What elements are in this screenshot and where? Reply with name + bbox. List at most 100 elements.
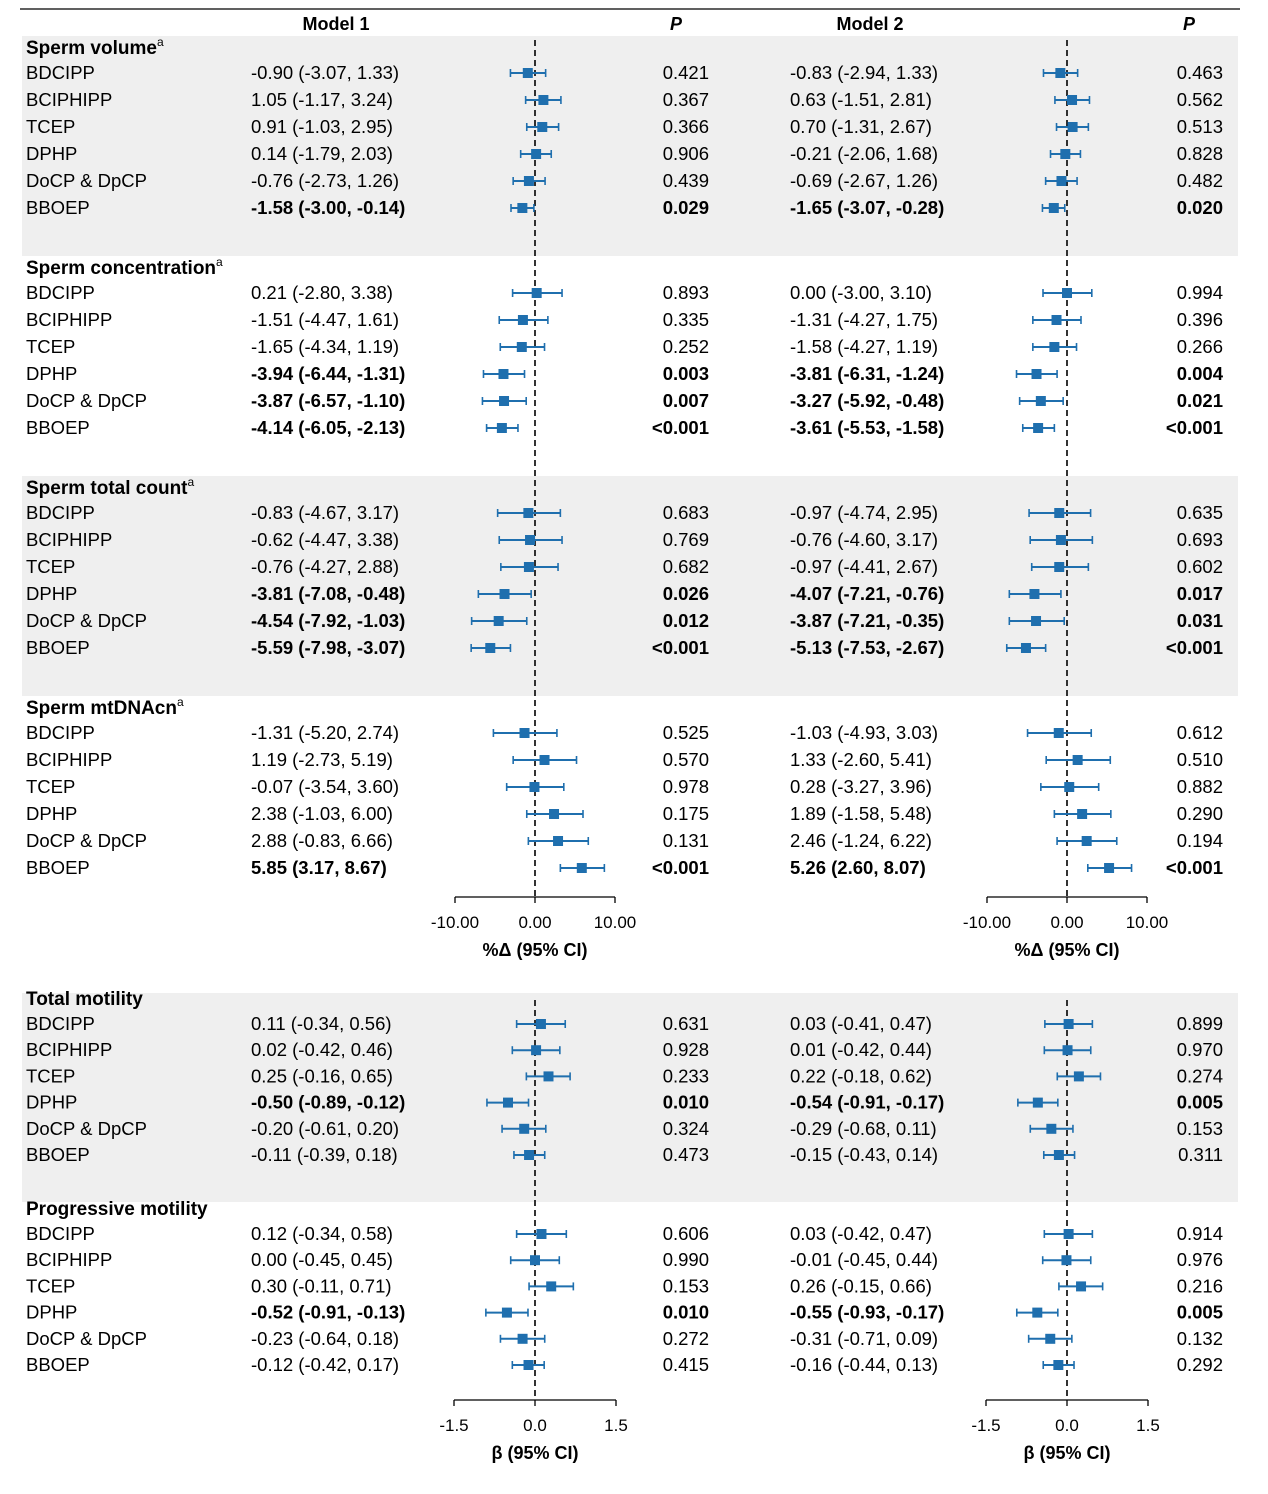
model1-estimate-text: 0.00 (-0.45, 0.45) (251, 1249, 393, 1270)
model1-p-value: 0.010 (663, 1302, 709, 1323)
model2-p-value: 0.132 (1177, 1328, 1223, 1349)
model1-p-value: 0.631 (663, 1013, 709, 1034)
model1-estimate-text: 0.25 (-0.16, 0.65) (251, 1065, 393, 1086)
model2-estimate-text: 0.63 (-1.51, 2.81) (790, 89, 932, 110)
m2-point-estimate (1073, 1071, 1084, 1082)
model2-p-value: 0.635 (1177, 502, 1223, 523)
model2-estimate-text: -0.01 (-0.45, 0.44) (790, 1249, 938, 1270)
model2-estimate-text: -0.83 (-2.94, 1.33) (790, 62, 938, 83)
model1-p-value: 0.928 (663, 1039, 709, 1060)
m2-point-estimate (1049, 342, 1060, 352)
group-band (22, 36, 1238, 256)
m2-point-estimate (1077, 809, 1088, 819)
m2-point-estimate (1063, 1229, 1074, 1239)
model1-estimate-text: -0.76 (-4.27, 2.88) (251, 556, 399, 577)
forest-content: Sperm volumea BDCIPP -0.90 (-3.07, 1.33) 0.… (26, 35, 1224, 1463)
model2-estimate-text: 0.22 (-0.18, 0.62) (790, 1065, 932, 1086)
model1-estimate-text: -0.07 (-3.54, 3.60) (251, 776, 399, 797)
m2-point-estimate (1104, 863, 1115, 873)
model2-estimate-text: -5.13 (-7.53, -2.67) (790, 637, 944, 658)
model1-p-value: 0.324 (663, 1118, 709, 1139)
m1-point-estimate (531, 149, 542, 159)
m1-point-estimate (531, 1045, 542, 1056)
model1-p-value: 0.769 (663, 529, 709, 550)
model2-p-value: 0.311 (1178, 1144, 1223, 1165)
model2-estimate-text: 0.03 (-0.41, 0.47) (790, 1013, 932, 1034)
model2-estimate-text: 0.70 (-1.31, 2.67) (790, 116, 932, 137)
model2-estimate-text: 1.89 (-1.58, 5.48) (790, 803, 932, 824)
exposure-label: BBOEP (26, 197, 90, 218)
model1-p-value: 0.026 (663, 583, 709, 604)
model2-estimate-text: -1.31 (-4.27, 1.75) (790, 309, 938, 330)
m1-point-estimate (516, 342, 527, 352)
exposure-label: BCIPHIPP (26, 1039, 112, 1060)
model1-estimate-text: -3.87 (-6.57, -1.10) (251, 390, 405, 411)
model1-p-value: <0.001 (652, 637, 709, 658)
m2-point-estimate (1045, 1333, 1056, 1344)
model2-p-value: 0.020 (1177, 197, 1223, 218)
model1-p-value: 0.007 (663, 390, 709, 411)
m1-x-tick-label: 10.00 (594, 913, 637, 932)
m2-point-estimate (1067, 122, 1078, 132)
m2-point-estimate (1055, 68, 1066, 78)
model1-estimate-text: -0.11 (-0.39, 0.18) (251, 1144, 398, 1165)
exposure-label: DoCP & DpCP (26, 830, 147, 851)
model2-p-value: 0.004 (1177, 363, 1224, 384)
m1-point-estimate (538, 95, 549, 105)
header-p2: P (1183, 14, 1196, 34)
model1-p-value: <0.001 (652, 417, 709, 438)
m1-point-estimate (517, 203, 528, 213)
m2-x-tick-label: 0.0 (1055, 1416, 1079, 1435)
model2-p-value: 0.828 (1177, 143, 1223, 164)
model1-p-value: <0.001 (652, 857, 709, 878)
model1-p-value: 0.367 (663, 89, 709, 110)
m2-point-estimate (1064, 782, 1075, 792)
m1-point-estimate (503, 1097, 513, 1108)
model2-p-value: <0.001 (1166, 417, 1223, 438)
m2-point-estimate (1032, 1307, 1043, 1318)
m1-x-tick-label: 0.0 (523, 1416, 547, 1435)
model1-p-value: 0.366 (663, 116, 709, 137)
m1-point-estimate (519, 1123, 530, 1134)
model1-estimate-text: -1.51 (-4.47, 1.61) (251, 309, 399, 330)
model2-estimate-text: -0.29 (-0.68, 0.11) (790, 1118, 937, 1139)
model1-estimate-text: -1.31 (-5.20, 2.74) (251, 722, 399, 743)
m2-point-estimate (1072, 755, 1083, 765)
group-title-superscript: a (216, 255, 223, 269)
model1-estimate-text: 0.91 (-1.03, 2.95) (251, 116, 393, 137)
m2-point-estimate (1056, 176, 1067, 186)
m1-point-estimate (523, 562, 534, 572)
m1-point-estimate (576, 863, 587, 873)
exposure-label: BDCIPP (26, 282, 95, 303)
exposure-label: BDCIPP (26, 1223, 95, 1244)
m1-x-axis-label: β (95% CI) (491, 1443, 578, 1463)
model1-estimate-text: -3.81 (-7.08, -0.48) (251, 583, 405, 604)
m1-point-estimate (553, 836, 564, 846)
model2-estimate-text: -0.55 (-0.93, -0.17) (790, 1302, 944, 1323)
model2-p-value: 0.274 (1177, 1065, 1223, 1086)
m1-point-estimate (517, 315, 528, 325)
m2-x-axis-label: %Δ (95% CI) (1015, 940, 1120, 960)
m1-point-estimate (535, 1019, 546, 1029)
model2-estimate-text: -0.69 (-2.67, 1.26) (790, 170, 938, 191)
m1-point-estimate (525, 535, 536, 545)
exposure-label: BBOEP (26, 857, 90, 878)
m2-x-axis-label: β (95% CI) (1023, 1443, 1110, 1463)
model1-estimate-text: 2.88 (-0.83, 6.66) (251, 830, 393, 851)
model1-p-value: 0.233 (663, 1065, 709, 1086)
group-title-superscript: a (157, 35, 164, 49)
model1-estimate-text: 0.30 (-0.11, 0.71) (251, 1275, 392, 1296)
header-model1: Model 1 (302, 14, 369, 34)
model1-estimate-text: 2.38 (-1.03, 6.00) (251, 803, 393, 824)
model1-p-value: 0.272 (663, 1328, 709, 1349)
m1-point-estimate (485, 643, 496, 653)
exposure-label: BDCIPP (26, 62, 95, 83)
exposure-label: DPHP (26, 363, 77, 384)
m1-point-estimate (519, 728, 530, 738)
model2-estimate-text: 0.26 (-0.15, 0.66) (790, 1275, 932, 1296)
exposure-label: DoCP & DpCP (26, 610, 147, 631)
model2-estimate-text: 0.01 (-0.42, 0.44) (790, 1039, 932, 1060)
m2-point-estimate (1067, 95, 1078, 105)
model2-estimate-text: -0.21 (-2.06, 1.68) (790, 143, 938, 164)
m1-point-estimate (536, 1229, 547, 1239)
